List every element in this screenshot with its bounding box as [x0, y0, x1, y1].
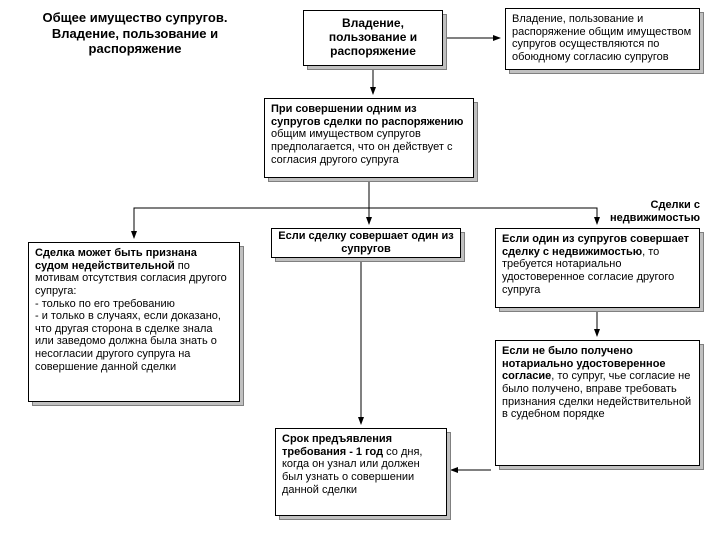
- mutual-consent: Владение, пользование и распоряжение общ…: [505, 8, 700, 70]
- label-real-estate: Сделки с недвижимостью: [565, 199, 700, 224]
- invalidation-by-court: Сделка может быть признана судом недейст…: [28, 242, 240, 402]
- edge-branch-right-notarial-consent: [369, 208, 597, 224]
- one-spouse: Если сделку совершает один из супругов: [271, 228, 461, 258]
- notarial-consent: Если один из супругов совершает сделку с…: [495, 228, 700, 308]
- possession-use-disposal: Владение, пользование и распоряжение: [303, 10, 443, 66]
- diagram-title: Общее имущество супругов. Владение, поль…: [25, 10, 245, 57]
- claim-period: Срок предъявления требования - 1 год со …: [275, 428, 447, 516]
- no-notarial-consent: Если не было получено нотариально удосто…: [495, 340, 700, 466]
- presumed-consent: При совершении одним из супругов сделки …: [264, 98, 474, 178]
